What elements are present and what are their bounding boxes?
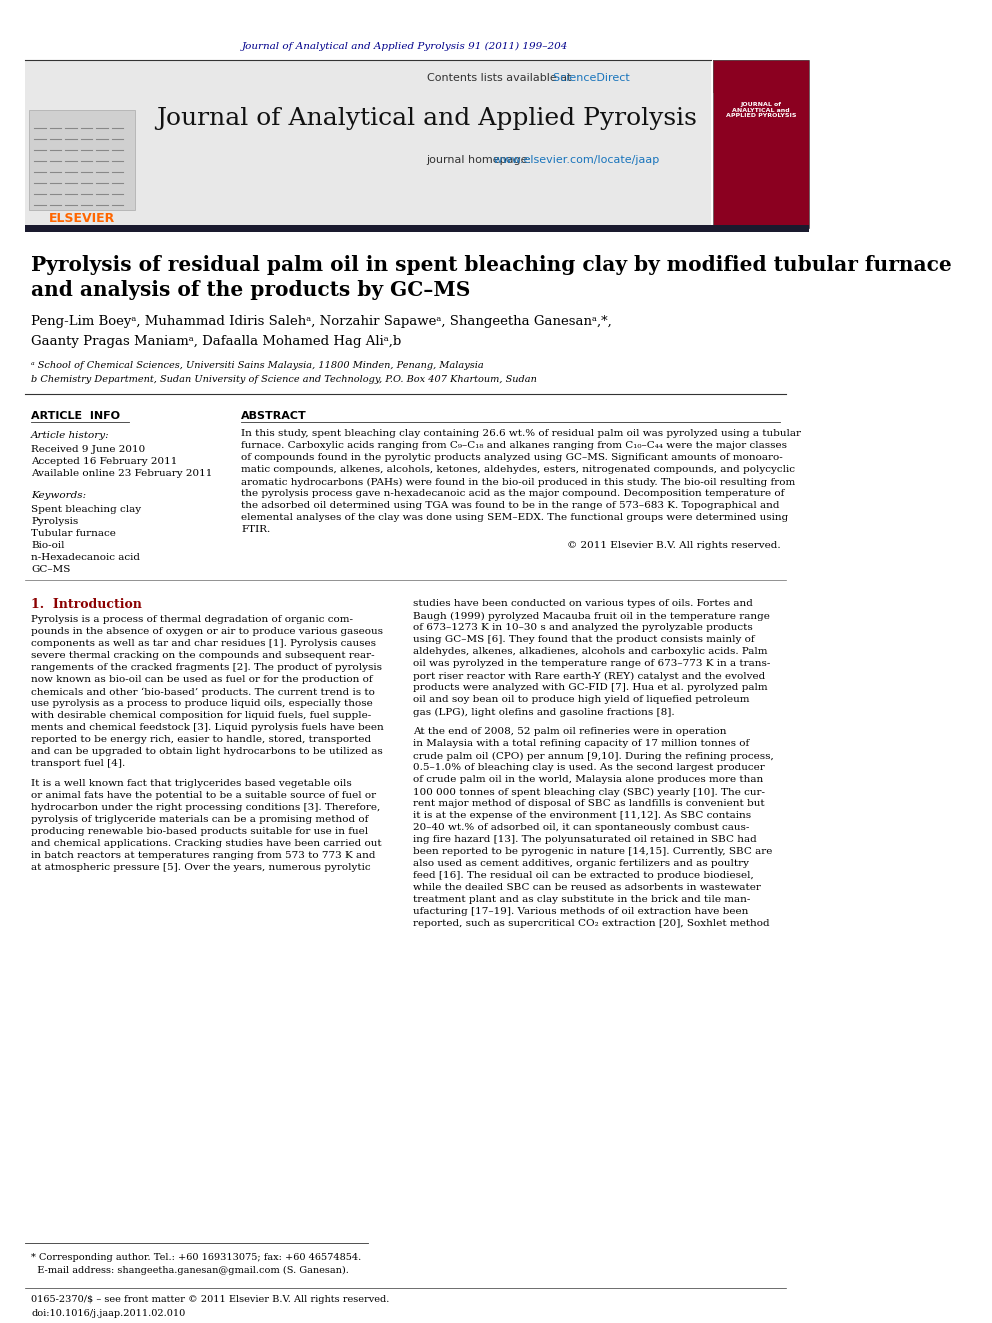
Text: components as well as tar and char residues [1]. Pyrolysis causes: components as well as tar and char resid… — [31, 639, 376, 648]
Text: 0.5–1.0% of bleaching clay is used. As the second largest producer: 0.5–1.0% of bleaching clay is used. As t… — [414, 763, 765, 773]
Text: furnace. Carboxylic acids ranging from C₉–C₁₈ and alkanes ranging from C₁₀–C₄₄ w: furnace. Carboxylic acids ranging from C… — [241, 442, 787, 451]
Text: 100 000 tonnes of spent bleaching clay (SBC) yearly [10]. The cur-: 100 000 tonnes of spent bleaching clay (… — [414, 787, 766, 796]
Text: oil and soy bean oil to produce high yield of liquefied petroleum: oil and soy bean oil to produce high yie… — [414, 696, 750, 705]
Text: matic compounds, alkenes, alcohols, ketones, aldehydes, esters, nitrogenated com: matic compounds, alkenes, alcohols, keto… — [241, 466, 795, 475]
Text: Contents lists available at: Contents lists available at — [427, 73, 574, 83]
Text: FTIR.: FTIR. — [241, 525, 270, 534]
Text: treatment plant and as clay substitute in the brick and tile man-: treatment plant and as clay substitute i… — [414, 896, 751, 905]
Text: and can be upgraded to obtain light hydrocarbons to be utilized as: and can be upgraded to obtain light hydr… — [31, 747, 383, 757]
Text: the adsorbed oil determined using TGA was found to be in the range of 573–683 K.: the adsorbed oil determined using TGA wa… — [241, 501, 780, 511]
Text: Keywords:: Keywords: — [31, 492, 86, 500]
Text: Received 9 June 2010: Received 9 June 2010 — [31, 445, 145, 454]
Text: ScienceDirect: ScienceDirect — [427, 73, 629, 83]
Text: and analysis of the products by GC–MS: and analysis of the products by GC–MS — [31, 280, 470, 300]
Text: pyrolysis of triglyceride materials can be a promising method of: pyrolysis of triglyceride materials can … — [31, 815, 368, 824]
Text: of crude palm oil in the world, Malaysia alone produces more than: of crude palm oil in the world, Malaysia… — [414, 775, 764, 785]
Text: Pyrolysis: Pyrolysis — [31, 516, 78, 525]
Text: b Chemistry Department, Sudan University of Science and Technology, P.O. Box 407: b Chemistry Department, Sudan University… — [31, 374, 537, 384]
Text: ᵃ School of Chemical Sciences, Universiti Sains Malaysia, 11800 Minden, Penang, : ᵃ School of Chemical Sciences, Universit… — [31, 361, 484, 370]
Text: ARTICLE  INFO: ARTICLE INFO — [31, 411, 120, 421]
Text: E-mail address: shangeetha.ganesan@gmail.com (S. Ganesan).: E-mail address: shangeetha.ganesan@gmail… — [31, 1265, 349, 1274]
Text: In this study, spent bleaching clay containing 26.6 wt.% of residual palm oil wa: In this study, spent bleaching clay cont… — [241, 430, 802, 438]
Text: journal homepage:: journal homepage: — [427, 155, 535, 165]
Text: JOURNAL of
ANALYTICAL and
APPLIED PYROLYSIS: JOURNAL of ANALYTICAL and APPLIED PYROLY… — [725, 102, 796, 118]
Text: Gaanty Pragas Maniamᵃ, Dafaalla Mohamed Hag Aliᵃ,b: Gaanty Pragas Maniamᵃ, Dafaalla Mohamed … — [31, 335, 402, 348]
Text: reported to be energy rich, easier to handle, stored, transported: reported to be energy rich, easier to ha… — [31, 736, 371, 745]
Text: the pyrolysis process gave n-hexadecanoic acid as the major compound. Decomposit: the pyrolysis process gave n-hexadecanoi… — [241, 490, 785, 499]
Text: Bio-oil: Bio-oil — [31, 541, 64, 549]
Text: or animal fats have the potential to be a suitable source of fuel or: or animal fats have the potential to be … — [31, 791, 376, 800]
Text: using GC–MS [6]. They found that the product consists mainly of: using GC–MS [6]. They found that the pro… — [414, 635, 755, 644]
Text: elemental analyses of the clay was done using SEM–EDX. The functional groups wer: elemental analyses of the clay was done … — [241, 513, 789, 523]
Bar — [143, 60, 711, 228]
Text: www.elsevier.com/locate/jaap: www.elsevier.com/locate/jaap — [427, 155, 659, 165]
Text: of compounds found in the pyrolytic products analyzed using GC–MS. Significant a: of compounds found in the pyrolytic prod… — [241, 454, 783, 463]
Text: now known as bio-oil can be used as fuel or for the production of: now known as bio-oil can be used as fuel… — [31, 676, 373, 684]
Text: feed [16]. The residual oil can be extracted to produce biodiesel,: feed [16]. The residual oil can be extra… — [414, 872, 754, 881]
Text: * Corresponding author. Tel.: +60 169313075; fax: +60 46574854.: * Corresponding author. Tel.: +60 169313… — [31, 1253, 361, 1262]
Text: transport fuel [4].: transport fuel [4]. — [31, 759, 125, 769]
Text: Available online 23 February 2011: Available online 23 February 2011 — [31, 468, 212, 478]
Text: Spent bleaching clay: Spent bleaching clay — [31, 504, 141, 513]
Text: in Malaysia with a total refining capacity of 17 million tonnes of: in Malaysia with a total refining capaci… — [414, 740, 750, 749]
Text: ELSEVIER: ELSEVIER — [49, 212, 115, 225]
Text: of 673–1273 K in 10–30 s and analyzed the pyrolyzable products: of 673–1273 K in 10–30 s and analyzed th… — [414, 623, 753, 632]
Text: 1.  Introduction: 1. Introduction — [31, 598, 142, 610]
Text: producing renewable bio-based products suitable for use in fuel: producing renewable bio-based products s… — [31, 827, 368, 836]
Text: GC–MS: GC–MS — [31, 565, 70, 573]
Bar — [29, 110, 135, 210]
Text: chemicals and other ‘bio-based’ products. The current trend is to: chemicals and other ‘bio-based’ products… — [31, 688, 375, 697]
Text: products were analyzed with GC-FID [7]. Hua et al. pyrolyzed palm: products were analyzed with GC-FID [7]. … — [414, 684, 768, 692]
Bar — [712, 60, 808, 93]
Text: rent major method of disposal of SBC as landfills is convenient but: rent major method of disposal of SBC as … — [414, 799, 765, 808]
Text: 0165-2370/$ – see front matter © 2011 Elsevier B.V. All rights reserved.: 0165-2370/$ – see front matter © 2011 El… — [31, 1295, 390, 1304]
Text: doi:10.1016/j.jaap.2011.02.010: doi:10.1016/j.jaap.2011.02.010 — [31, 1308, 186, 1318]
Text: Pyrolysis is a process of thermal degradation of organic com-: Pyrolysis is a process of thermal degrad… — [31, 615, 353, 624]
Text: ments and chemical feedstock [3]. Liquid pyrolysis fuels have been: ments and chemical feedstock [3]. Liquid… — [31, 724, 384, 733]
Text: reported, such as supercritical CO₂ extraction [20], Soxhlet method: reported, such as supercritical CO₂ extr… — [414, 919, 770, 929]
Text: while the deailed SBC can be reused as adsorbents in wastewater: while the deailed SBC can be reused as a… — [414, 884, 761, 893]
Text: Tubular furnace: Tubular furnace — [31, 528, 116, 537]
Text: It is a well known fact that triglycerides based vegetable oils: It is a well known fact that triglycerid… — [31, 779, 352, 789]
Text: port riser reactor with Rare earth-Y (REY) catalyst and the evolved: port riser reactor with Rare earth-Y (RE… — [414, 672, 766, 680]
Text: Baugh (1999) pyrolyzed Macauba fruit oil in the temperature range: Baugh (1999) pyrolyzed Macauba fruit oil… — [414, 611, 771, 620]
Text: it is at the expense of the environment [11,12]. As SBC contains: it is at the expense of the environment … — [414, 811, 752, 820]
Bar — [25, 60, 143, 228]
Text: severe thermal cracking on the compounds and subsequent rear-: severe thermal cracking on the compounds… — [31, 651, 375, 660]
Text: ing fire hazard [13]. The polyunsaturated oil retained in SBC had: ing fire hazard [13]. The polyunsaturate… — [414, 836, 757, 844]
Text: At the end of 2008, 52 palm oil refineries were in operation: At the end of 2008, 52 palm oil refineri… — [414, 728, 727, 737]
Text: oil was pyrolyzed in the temperature range of 673–773 K in a trans-: oil was pyrolyzed in the temperature ran… — [414, 659, 771, 668]
Text: studies have been conducted on various types of oils. Fortes and: studies have been conducted on various t… — [414, 599, 753, 609]
Text: ABSTRACT: ABSTRACT — [241, 411, 307, 421]
Text: aromatic hydrocarbons (PAHs) were found in the bio-oil produced in this study. T: aromatic hydrocarbons (PAHs) were found … — [241, 478, 796, 487]
Text: also used as cement additives, organic fertilizers and as poultry: also used as cement additives, organic f… — [414, 860, 750, 868]
Text: crude palm oil (CPO) per annum [9,10]. During the refining process,: crude palm oil (CPO) per annum [9,10]. D… — [414, 751, 774, 761]
Text: Accepted 16 February 2011: Accepted 16 February 2011 — [31, 456, 178, 466]
Text: Journal of Analytical and Applied Pyrolysis: Journal of Analytical and Applied Pyroly… — [156, 106, 697, 130]
Text: Article history:: Article history: — [31, 431, 110, 441]
Text: with desirable chemical composition for liquid fuels, fuel supple-: with desirable chemical composition for … — [31, 712, 371, 721]
Text: aldehydes, alkenes, alkadienes, alcohols and carboxylic acids. Palm: aldehydes, alkenes, alkadienes, alcohols… — [414, 647, 768, 656]
Text: Pyrolysis of residual palm oil in spent bleaching clay by modified tubular furna: Pyrolysis of residual palm oil in spent … — [31, 255, 951, 275]
Text: Peng-Lim Boeyᵃ, Muhammad Idiris Salehᵃ, Norzahir Sapaweᵃ, Shangeetha Ganesanᵃ,*,: Peng-Lim Boeyᵃ, Muhammad Idiris Salehᵃ, … — [31, 315, 612, 328]
Text: been reported to be pyrogenic in nature [14,15]. Currently, SBC are: been reported to be pyrogenic in nature … — [414, 848, 773, 856]
Text: pounds in the absence of oxygen or air to produce various gaseous: pounds in the absence of oxygen or air t… — [31, 627, 383, 636]
Text: at atmospheric pressure [5]. Over the years, numerous pyrolytic: at atmospheric pressure [5]. Over the ye… — [31, 864, 371, 872]
Text: and chemical applications. Cracking studies have been carried out: and chemical applications. Cracking stud… — [31, 840, 382, 848]
Text: Journal of Analytical and Applied Pyrolysis 91 (2011) 199–204: Journal of Analytical and Applied Pyroly… — [242, 41, 568, 50]
Text: gas (LPG), light olefins and gasoline fractions [8].: gas (LPG), light olefins and gasoline fr… — [414, 708, 676, 717]
Text: n-Hexadecanoic acid: n-Hexadecanoic acid — [31, 553, 140, 561]
Text: use pyrolysis as a process to produce liquid oils, especially those: use pyrolysis as a process to produce li… — [31, 700, 373, 709]
Text: hydrocarbon under the right processing conditions [3]. Therefore,: hydrocarbon under the right processing c… — [31, 803, 380, 812]
Bar — [25, 225, 808, 232]
Bar — [713, 60, 808, 228]
Text: ufacturing [17–19]. Various methods of oil extraction have been: ufacturing [17–19]. Various methods of o… — [414, 908, 749, 917]
Text: rangements of the cracked fragments [2]. The product of pyrolysis: rangements of the cracked fragments [2].… — [31, 664, 382, 672]
Text: in batch reactors at temperatures ranging from 573 to 773 K and: in batch reactors at temperatures rangin… — [31, 852, 376, 860]
Text: 20–40 wt.% of adsorbed oil, it can spontaneously combust caus-: 20–40 wt.% of adsorbed oil, it can spont… — [414, 823, 750, 832]
Text: © 2011 Elsevier B.V. All rights reserved.: © 2011 Elsevier B.V. All rights reserved… — [566, 541, 781, 550]
